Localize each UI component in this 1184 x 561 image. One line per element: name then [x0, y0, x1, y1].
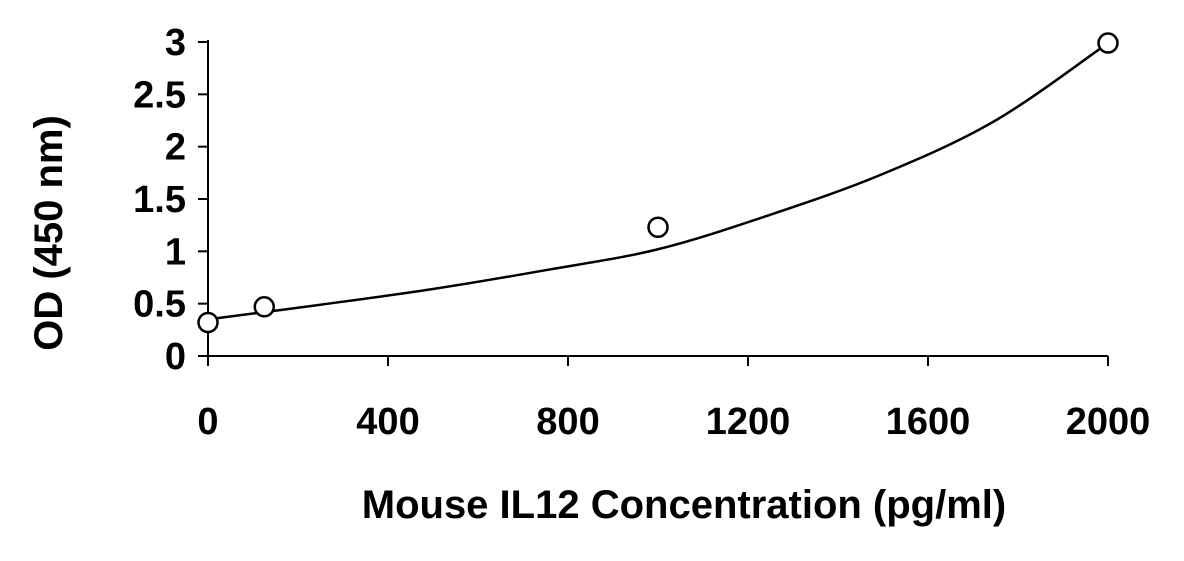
y-tick-label: 0: [165, 336, 186, 378]
x-tick-label: 400: [356, 401, 419, 443]
fit-curve: [207, 42, 1109, 321]
x-axis-title: Mouse IL12 Concentration (pg/ml): [362, 483, 1006, 527]
data-point: [647, 216, 669, 239]
x-tick-label: 800: [536, 401, 599, 443]
data-point: [197, 311, 219, 334]
x-tick-labels: 0 400 800 1200 1600 2000: [197, 356, 1150, 443]
axes: [207, 40, 1108, 357]
data-points: [197, 32, 1119, 334]
y-axis-title: OD (450 nm): [27, 115, 71, 351]
y-tick-label: 3: [165, 22, 186, 64]
y-tick-labels: 0 0.5 1 1.5 2 2.5 3: [133, 22, 208, 378]
x-tick-label: 1200: [706, 401, 791, 443]
x-tick-label: 2000: [1066, 401, 1151, 443]
y-tick-label: 2.5: [133, 74, 186, 116]
x-tick-label: 1600: [886, 401, 971, 443]
data-point: [253, 296, 275, 318]
y-tick-label: 1: [165, 231, 186, 273]
y-tick-label: 1.5: [133, 179, 186, 221]
y-tick-label: 0.5: [133, 284, 186, 326]
x-tick-label: 0: [197, 401, 218, 443]
data-point: [1097, 32, 1119, 54]
y-tick-label: 2: [165, 127, 186, 169]
